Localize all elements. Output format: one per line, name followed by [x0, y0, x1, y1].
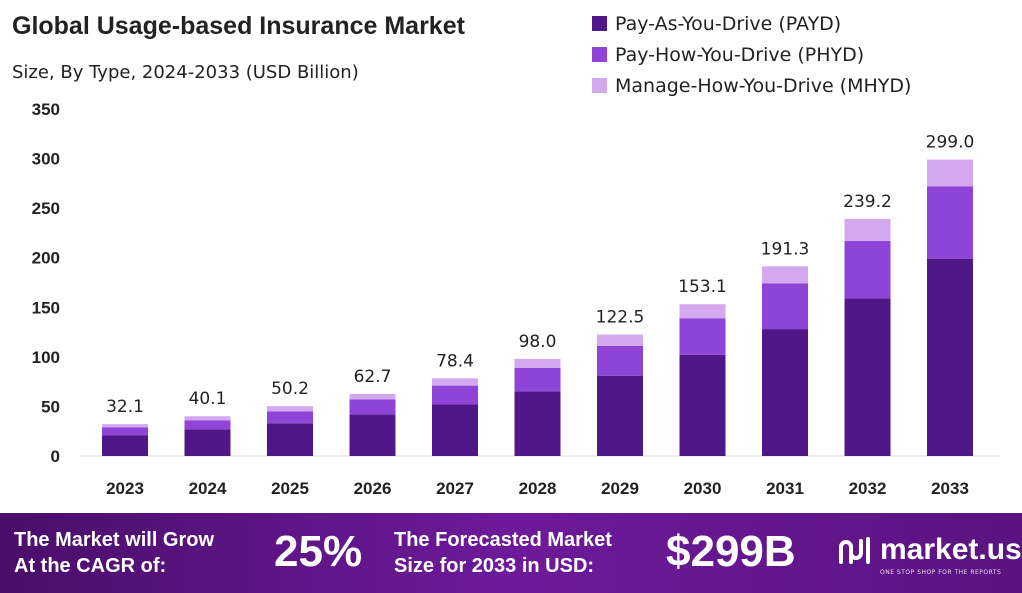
bar-segment-2033-payd	[927, 258, 973, 456]
bar-segment-2029-mhyd	[597, 334, 643, 346]
bar-segment-2028-mhyd	[514, 358, 561, 368]
cagr-label-line2: At the CAGR of:	[14, 555, 167, 577]
bar-segment-2025-phyd	[267, 411, 313, 424]
y-tick-label: 150	[32, 298, 60, 317]
legend-label-mhyd: Manage-How-You-Drive (MHYD)	[615, 74, 912, 97]
bar-segment-2033-mhyd	[927, 159, 973, 187]
bar-segment-2027-mhyd	[432, 378, 478, 386]
bar-segment-2028-payd	[514, 391, 561, 456]
bar-segment-2024-payd	[184, 429, 231, 456]
y-tick-label: 50	[41, 397, 60, 416]
x-tick-label-2030: 2030	[684, 479, 722, 498]
forecast-label: The Forecasted Market Size for 2033 in U…	[394, 527, 612, 579]
bar-segment-2030-phyd	[679, 318, 726, 355]
x-tick-label-2024: 2024	[189, 479, 227, 498]
legend-label-phyd: Pay-How-You-Drive (PHYD)	[615, 43, 865, 66]
cagr-label-line1: The Market will Grow	[14, 529, 215, 551]
data-label-2026: 62.7	[354, 367, 392, 387]
y-tick-label: 200	[32, 249, 60, 268]
legend-swatch-phyd	[592, 47, 607, 62]
legend-item-payd: Pay-As-You-Drive (PAYD)	[592, 8, 911, 39]
bar-segment-2031-mhyd	[762, 266, 808, 284]
legend-item-mhyd: Manage-How-You-Drive (MHYD)	[592, 70, 911, 101]
bar-segment-2024-phyd	[184, 420, 231, 430]
x-tick-label-2025: 2025	[271, 479, 309, 498]
bar-chart: 0 50 100 150 200 250 300 350 32.1 2023 40.1 2024 50.…	[32, 100, 1000, 498]
x-tick-label-2033: 2033	[931, 479, 969, 498]
data-label-2030: 153.1	[678, 277, 727, 297]
bar-segment-2025-payd	[267, 423, 313, 456]
bar-segment-2023-phyd	[102, 427, 148, 436]
x-tick-label-2031: 2031	[766, 479, 804, 498]
x-tick-label-2026: 2026	[354, 479, 392, 498]
data-label-2024: 40.1	[189, 389, 227, 409]
y-tick-label: 350	[32, 100, 60, 119]
bar-segment-2027-payd	[432, 404, 478, 456]
market-us-logo-icon	[839, 537, 870, 564]
x-tick-label-2029: 2029	[601, 479, 639, 498]
bar-segment-2027-phyd	[432, 385, 478, 405]
y-tick-label: 100	[32, 348, 60, 367]
data-label-2029: 122.5	[596, 308, 645, 328]
forecast-label-line2: Size for 2033 in USD:	[394, 555, 595, 577]
x-tick-label-2023: 2023	[106, 479, 144, 498]
bar-segment-2030-payd	[679, 354, 726, 456]
x-tick-label-2028: 2028	[519, 479, 557, 498]
bar-segment-2029-payd	[597, 375, 643, 456]
y-tick-label: 0	[51, 447, 60, 466]
legend: Pay-As-You-Drive (PAYD) Pay-How-You-Driv…	[592, 8, 911, 101]
x-tick-label-2027: 2027	[436, 479, 474, 498]
bar-segment-2023-mhyd	[102, 424, 148, 428]
cagr-value: 25%	[274, 527, 363, 576]
summary-banner: The Market will Grow At the CAGR of: 25%…	[0, 513, 1022, 593]
legend-swatch-payd	[592, 16, 607, 31]
data-label-2025: 50.2	[271, 379, 309, 399]
y-tick-label: 250	[32, 199, 60, 218]
bar-segment-2026-phyd	[349, 399, 396, 415]
bar-segment-2032-payd	[844, 298, 891, 456]
logo-tagline: ONE STOP SHOP FOR THE REPORTS	[880, 569, 1002, 576]
bar-segment-2024-mhyd	[184, 416, 231, 421]
bar-segment-2025-mhyd	[267, 406, 313, 412]
bar-segment-2026-payd	[349, 414, 396, 456]
bar-segment-2031-payd	[762, 329, 808, 456]
y-tick-label: 300	[32, 150, 60, 169]
data-label-2028: 98.0	[519, 332, 557, 352]
x-tick-label-2032: 2032	[849, 479, 887, 498]
forecast-value: $299B	[666, 527, 796, 576]
bar-segment-2032-phyd	[844, 240, 891, 299]
chart-subtitle: Size, By Type, 2024-2033 (USD Billion)	[12, 62, 359, 83]
legend-item-phyd: Pay-How-You-Drive (PHYD)	[592, 39, 911, 70]
cagr-label: The Market will Grow At the CAGR of:	[14, 527, 214, 579]
bar-segment-2032-mhyd	[844, 218, 891, 241]
chart-title: Global Usage-based Insurance Market	[12, 12, 465, 40]
logo-text: market.us	[880, 533, 1022, 566]
market-us-logo: market.us	[838, 535, 1022, 565]
bar-segment-2033-phyd	[927, 186, 973, 259]
legend-label-payd: Pay-As-You-Drive (PAYD)	[615, 12, 842, 35]
forecast-label-line1: The Forecasted Market	[394, 529, 612, 551]
data-label-2033: 299.0	[926, 133, 975, 153]
bar-segment-2023-payd	[102, 435, 148, 456]
bar-segment-2029-phyd	[597, 345, 643, 376]
legend-swatch-mhyd	[592, 78, 607, 93]
bar-segment-2030-mhyd	[679, 304, 726, 319]
data-label-2027: 78.4	[436, 351, 474, 371]
bar-segment-2028-phyd	[514, 367, 561, 392]
bar-segment-2026-mhyd	[349, 393, 396, 400]
data-label-2032: 239.2	[843, 192, 892, 212]
data-label-2023: 32.1	[106, 397, 144, 417]
bar-segment-2031-phyd	[762, 283, 808, 330]
data-label-2031: 191.3	[761, 239, 810, 259]
